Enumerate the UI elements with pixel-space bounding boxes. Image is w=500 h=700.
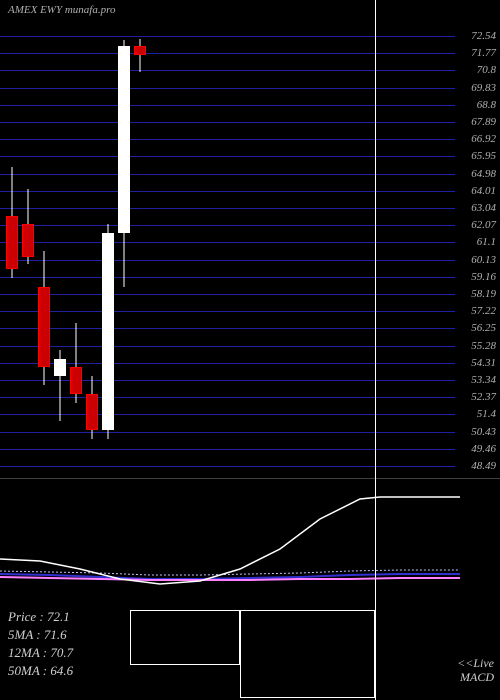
chart-header: AMEX EWY munafa.pro: [8, 4, 115, 16]
live-macd-label: <<Live MACD: [457, 656, 494, 684]
price-axis-labels: 72.5471.7770.869.8368.867.8966.9265.9564…: [471, 28, 496, 475]
price-label: 71.77: [471, 45, 496, 62]
price-label: 53.34: [471, 372, 496, 389]
price-label: 70.8: [471, 62, 496, 79]
hist-box-2: [240, 610, 375, 698]
info-text-block: Price : 72.1 5MA : 71.6 12MA : 70.7 50MA…: [8, 608, 73, 680]
price-label: 54.31: [471, 355, 496, 372]
price-label: 59.16: [471, 269, 496, 286]
price-label: 72.54: [471, 28, 496, 45]
time-cursor-line: [375, 0, 376, 700]
histogram-boxes: [130, 608, 450, 698]
live-text: <<Live: [457, 656, 494, 670]
price-label: 64.98: [471, 166, 496, 183]
price-label: 65.95: [471, 148, 496, 165]
ma12-value: 12MA : 70.7: [8, 644, 73, 662]
price-label: 69.83: [471, 80, 496, 97]
macd-signal-line: [0, 497, 460, 584]
ma5-value: 5MA : 71.6: [8, 626, 73, 644]
price-label: 62.07: [471, 217, 496, 234]
price-label: 67.89: [471, 114, 496, 131]
price-label: 48.49: [471, 458, 496, 475]
info-panel: Price : 72.1 5MA : 71.6 12MA : 70.7 50MA…: [0, 608, 500, 700]
macd-svg: [0, 479, 500, 609]
macd-text: MACD: [460, 670, 494, 684]
chart-container: AMEX EWY munafa.pro 72.5471.7770.869.836…: [0, 0, 500, 700]
price-label: 61.1: [471, 234, 496, 251]
main-chart-panel: 72.5471.7770.869.8368.867.8966.9265.9564…: [0, 0, 500, 478]
price-label: 50.43: [471, 424, 496, 441]
ma50-value: 50MA : 64.6: [8, 662, 73, 680]
price-label: 49.46: [471, 441, 496, 458]
price-label: 51.4: [471, 406, 496, 423]
price-label: 55.28: [471, 338, 496, 355]
price-label: 63.04: [471, 200, 496, 217]
price-label: 68.8: [471, 97, 496, 114]
price-label: 66.92: [471, 131, 496, 148]
price-label: 57.22: [471, 303, 496, 320]
hist-box-1: [130, 610, 240, 665]
price-label: 64.01: [471, 183, 496, 200]
price-label: 52.37: [471, 389, 496, 406]
price-label: 56.25: [471, 320, 496, 337]
price-label: 60.13: [471, 252, 496, 269]
price-value: Price : 72.1: [8, 608, 73, 626]
macd-panel: [0, 478, 500, 608]
candlestick-area: [0, 28, 455, 478]
price-label: 58.19: [471, 286, 496, 303]
